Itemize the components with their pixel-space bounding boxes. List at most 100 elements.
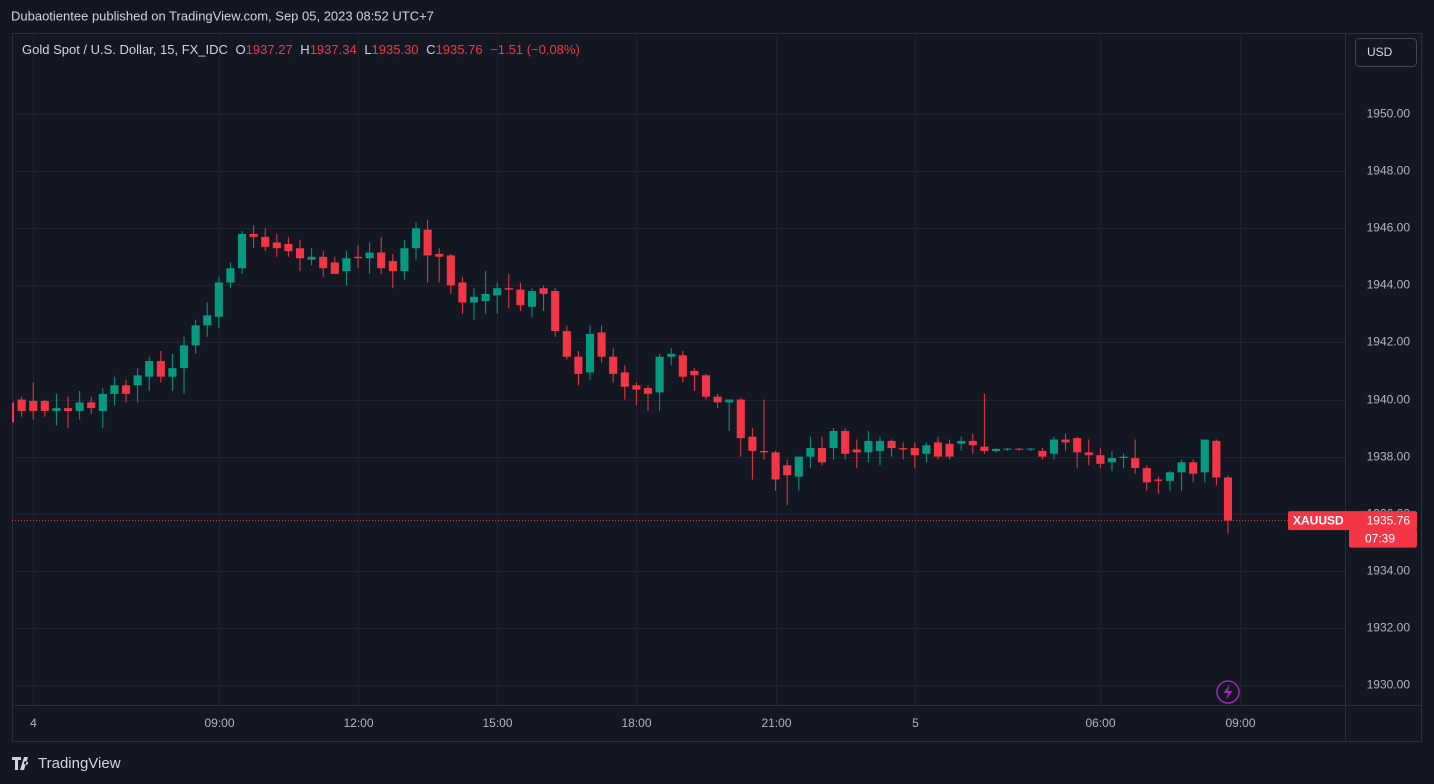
candle-body — [910, 448, 919, 456]
candle-body — [597, 332, 606, 357]
x-tick-label: 06:00 — [1085, 716, 1115, 730]
chart-frame — [12, 33, 1422, 742]
header-title: Dubaotientee published on TradingView.co… — [11, 8, 434, 23]
candle-body — [411, 228, 421, 249]
candle-body — [1073, 438, 1082, 453]
legend-value: 1935.76 — [436, 42, 483, 57]
price-tag-symbol: XAUUSD — [1293, 513, 1344, 527]
footer-brand[interactable]: TradingView — [38, 755, 121, 772]
candle-body — [272, 242, 281, 249]
candle-body — [40, 400, 49, 411]
candle-body — [701, 375, 711, 397]
x-tick-label: 18:00 — [621, 716, 651, 730]
candle-body — [794, 456, 803, 477]
candle-body — [980, 446, 989, 451]
candle-body — [736, 399, 745, 439]
candle-body — [1015, 448, 1024, 450]
candle-body — [1061, 439, 1070, 443]
countdown-tag — [1349, 529, 1417, 548]
x-tick-label: 12:00 — [343, 716, 373, 730]
grid — [12, 33, 1345, 705]
legend-key: L — [364, 42, 371, 57]
candle-body — [713, 396, 722, 403]
candle-body — [342, 258, 351, 272]
candle-body — [295, 248, 305, 259]
candle-body — [423, 229, 432, 256]
legend-key: H — [300, 42, 309, 57]
candle-body — [841, 430, 850, 454]
candle-body — [516, 289, 525, 306]
candle-body — [945, 443, 954, 457]
candle-body — [899, 448, 908, 450]
candle-body — [655, 356, 664, 393]
candle-body — [307, 256, 316, 260]
legend-value: 1937.27 — [246, 42, 293, 57]
currency-button-frame[interactable] — [1355, 38, 1417, 67]
candle-body — [156, 361, 165, 377]
candles — [12, 219, 1345, 534]
candle-body — [1096, 455, 1105, 464]
candle-body — [469, 296, 479, 303]
price-tag — [1288, 511, 1417, 531]
legend-key: O — [236, 42, 246, 57]
candle-body — [98, 393, 107, 411]
candle-body — [725, 399, 734, 403]
legend-symbol: Gold Spot / U.S. Dollar, 15, FX_IDC — [22, 42, 228, 57]
candle-body — [527, 291, 537, 307]
candle-body — [643, 388, 653, 394]
lightning-icon[interactable] — [1216, 680, 1240, 704]
candle-body — [17, 399, 26, 411]
candle-body — [1189, 462, 1198, 474]
candle-body — [1107, 458, 1117, 463]
candle-body — [1131, 458, 1140, 469]
candle-body — [133, 375, 142, 386]
y-tick-label: 1948.00 — [1367, 164, 1411, 178]
candle-body — [551, 291, 560, 332]
candle-body — [852, 449, 861, 453]
y-tick-label: 1934.00 — [1367, 564, 1411, 578]
candle-body — [388, 261, 397, 272]
footer-logo[interactable]: TradingView — [12, 755, 121, 772]
candle-body — [887, 440, 896, 449]
candle-body — [759, 450, 769, 453]
candle-body — [1223, 477, 1233, 521]
candle-body — [481, 293, 490, 302]
lightning-circle[interactable] — [1216, 680, 1240, 704]
candle-body — [1038, 450, 1047, 457]
candle-body — [284, 243, 293, 252]
y-tick-label: 1932.00 — [1367, 621, 1411, 635]
candle-body — [214, 282, 223, 317]
legend-key: C — [426, 42, 435, 57]
candle-body — [1165, 472, 1175, 481]
candle-body — [1003, 448, 1012, 450]
legend-value: 1937.34 — [310, 42, 357, 57]
candle-body — [1142, 468, 1151, 483]
candle-body — [667, 353, 676, 357]
candle-body — [249, 233, 258, 237]
candle-body — [1049, 439, 1059, 454]
logo-mark[interactable] — [12, 757, 29, 770]
candle-body — [1200, 439, 1209, 473]
candle-body — [87, 402, 96, 409]
candle-body — [237, 233, 247, 269]
currency-button-label[interactable]: USD — [1367, 45, 1393, 59]
axes: 1930.001932.001934.001936.001938.001940.… — [30, 107, 1417, 730]
currency-button[interactable]: USD — [1355, 38, 1417, 67]
candle-body — [933, 442, 943, 457]
lightning-bolt[interactable] — [1223, 684, 1233, 700]
candle-body — [493, 288, 502, 296]
y-tick-label: 1942.00 — [1367, 335, 1411, 349]
x-tick-label: 5 — [912, 716, 919, 730]
candle-body — [562, 331, 571, 357]
x-tick-label: 4 — [30, 716, 37, 730]
candle-body — [875, 440, 885, 451]
candle-body — [110, 385, 119, 394]
candle-body — [75, 402, 84, 411]
candle-body — [968, 440, 977, 446]
candle-body — [1212, 440, 1221, 478]
x-tick-label: 09:00 — [1225, 716, 1255, 730]
candle-body — [771, 452, 780, 480]
candle-body — [458, 282, 467, 303]
